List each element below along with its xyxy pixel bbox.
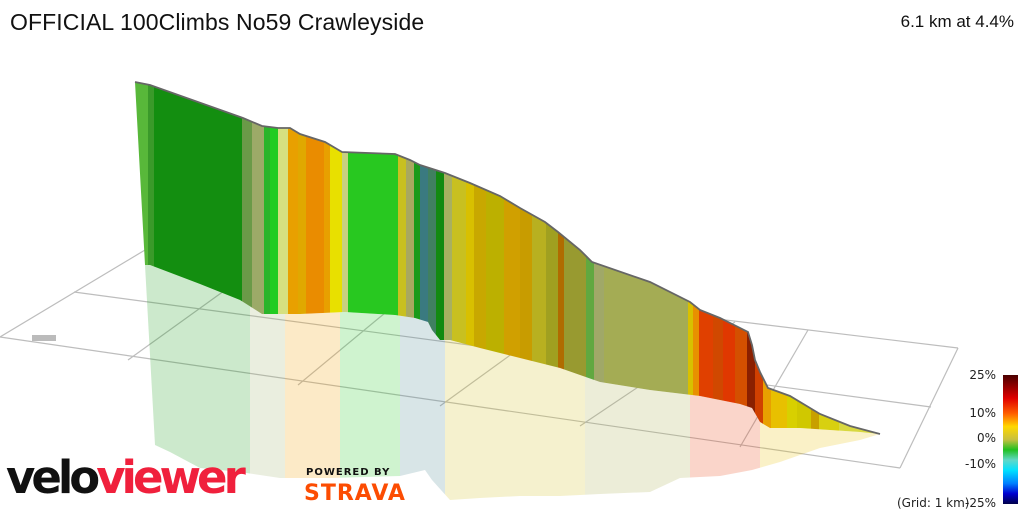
legend-label-neg10: -10%: [964, 457, 996, 471]
chart-title: OFFICIAL 100Climbs No59 Crawleyside: [10, 9, 425, 35]
gradient-color-scale: [1003, 375, 1018, 504]
veloviewer-logo: veloviewer: [6, 451, 246, 504]
climb-summary: 6.1 km at 4.4%: [900, 12, 1014, 31]
legend-label-0: 0%: [976, 431, 996, 445]
legend-label-10: 10%: [969, 406, 996, 420]
logo-velo: velo: [6, 451, 100, 504]
legend-label-neg25: -25%: [964, 496, 996, 510]
logo-viewer: viewer: [96, 451, 246, 504]
legend-label-25: 25%: [969, 368, 996, 382]
profile-ridge: [134, 81, 881, 435]
start-marker: [32, 335, 56, 341]
grid-scale-note: (Grid: 1 km): [897, 496, 970, 510]
strava-logo: STRAVA: [304, 481, 406, 506]
powered-by-label: POWERED BY: [306, 467, 391, 478]
